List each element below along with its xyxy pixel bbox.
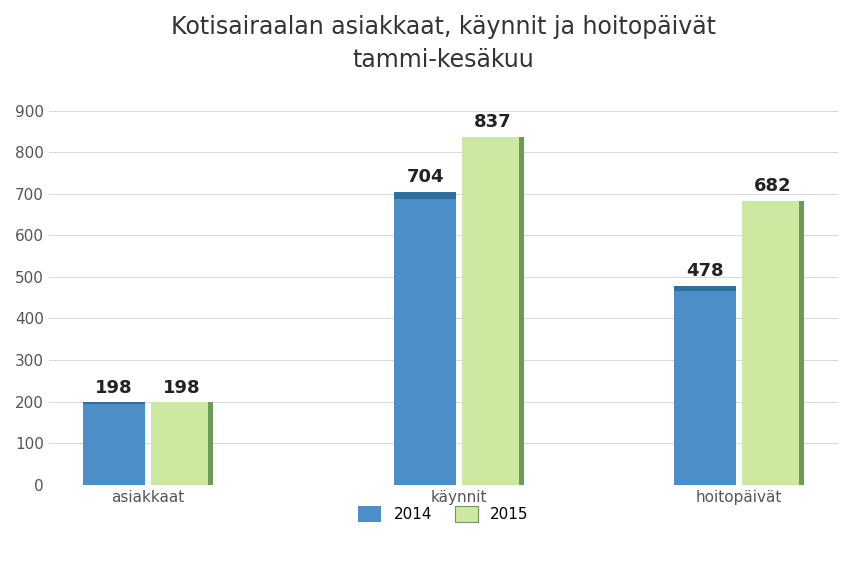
Text: 198: 198 <box>163 379 200 397</box>
Bar <box>518 137 523 485</box>
Text: 682: 682 <box>753 177 791 195</box>
Text: 198: 198 <box>95 379 133 397</box>
Bar <box>208 402 213 485</box>
Bar <box>673 286 735 291</box>
Bar <box>83 402 145 485</box>
Title: Kotisairaalan asiakkaat, käynnit ja hoitopäivät
tammi-kesäkuu: Kotisairaalan asiakkaat, käynnit ja hoit… <box>170 15 715 72</box>
Bar <box>461 137 523 485</box>
Bar <box>394 192 456 199</box>
Bar <box>394 192 456 485</box>
Bar <box>798 201 803 485</box>
Bar <box>151 402 213 485</box>
Text: 478: 478 <box>686 262 723 280</box>
Bar <box>673 286 735 485</box>
Text: 704: 704 <box>406 168 443 186</box>
Legend: 2014, 2015: 2014, 2015 <box>352 500 534 529</box>
Text: 837: 837 <box>474 113 511 131</box>
Bar <box>83 402 145 405</box>
Bar <box>741 201 803 485</box>
